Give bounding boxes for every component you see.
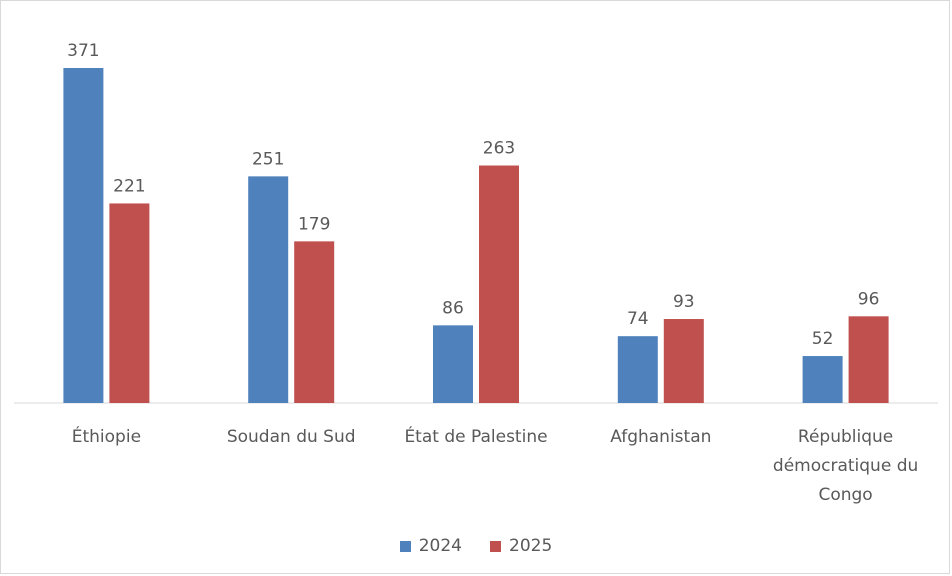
data-label-2024-0: 371 [67, 41, 99, 61]
x-tick-label-3-0: Afghanistan [610, 427, 711, 447]
bar-2024-0 [63, 68, 104, 403]
bar-2024-3 [617, 336, 658, 403]
x-tick-label-1-0: Soudan du Sud [227, 427, 356, 447]
bar-2024-2 [433, 325, 473, 403]
data-label-2024-2: 86 [442, 298, 464, 318]
legend-swatch-2024 [399, 540, 411, 552]
bar-2024-1 [248, 176, 289, 403]
bar-2025-3 [663, 319, 704, 403]
bar-2025-2 [479, 165, 519, 403]
x-tick-label-0-0: Éthiopie [72, 425, 141, 447]
legend-item-2025: 2025 [490, 536, 552, 556]
x-tick-label-4-0: République [798, 427, 893, 447]
legend-swatch-2025 [490, 540, 501, 552]
bar-2025-1 [294, 241, 335, 403]
data-label-2025-3: 93 [673, 292, 695, 312]
legend-label-2024: 2024 [418, 536, 462, 556]
bar-2025-0 [109, 203, 150, 403]
data-label-2025-4: 96 [858, 289, 880, 309]
x-tick-label-2-0: État de Palestine [404, 425, 547, 447]
x-tick-label-4-1: démocratique du [773, 456, 918, 476]
data-label-2025-2: 263 [483, 139, 515, 159]
legend-label-2025: 2025 [509, 536, 553, 556]
x-tick-label-4-2: Congo [818, 485, 872, 505]
data-label-2024-1: 251 [252, 149, 284, 169]
bar-2025-4 [848, 316, 889, 403]
bar-2024-4 [802, 356, 843, 403]
data-label-2025-0: 221 [113, 176, 145, 196]
legend: 2024 2025 [0, 536, 952, 556]
data-label-2024-3: 74 [627, 309, 649, 329]
legend-item-2024: 2024 [399, 536, 462, 556]
data-label-2024-4: 52 [812, 329, 834, 349]
data-label-2025-1: 179 [298, 214, 330, 234]
